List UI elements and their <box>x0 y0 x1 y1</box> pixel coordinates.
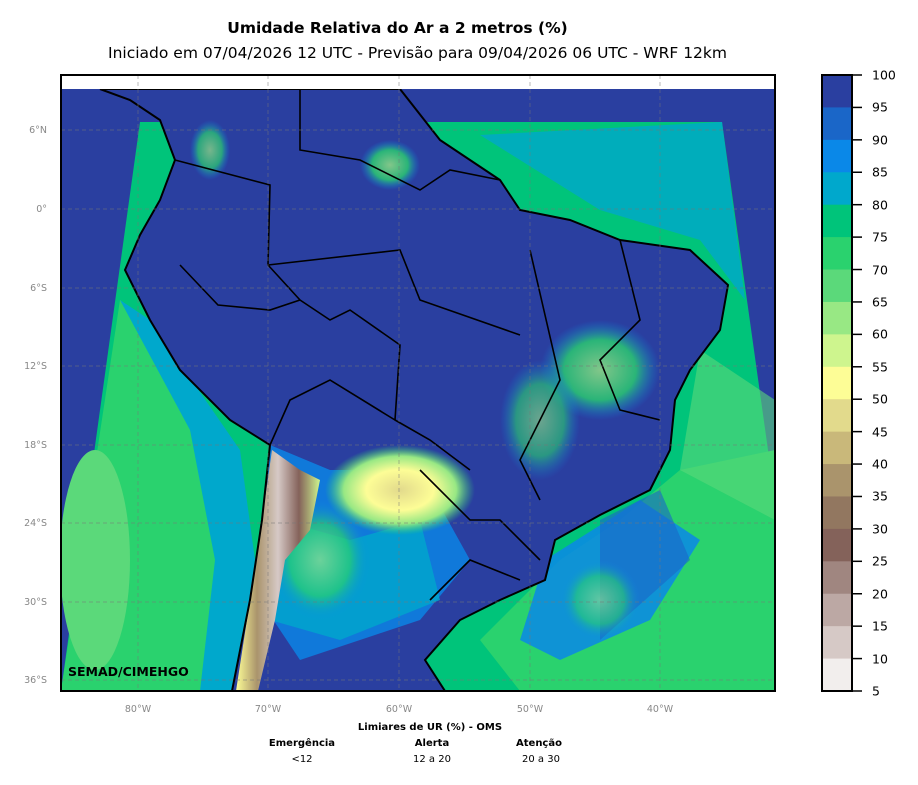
colorbar-tick-label: 90 <box>872 132 888 148</box>
colorbar-segment <box>822 237 852 271</box>
legend-range-alerta: 12 a 20 <box>413 754 451 765</box>
colorbar-segment <box>822 431 852 465</box>
lat-tick-label: 30°S <box>24 597 47 608</box>
colorbar-segment <box>822 75 852 108</box>
map-tick-labels: 6°N 0° 6°S 12°S 18°S 24°S 30°S 36°S 80°W 70°W 60°W… <box>24 125 674 715</box>
colorbar-tick-label: 5 <box>872 683 880 699</box>
lat-tick-label: 36°S <box>24 675 47 686</box>
graticule <box>61 75 775 691</box>
legend-label-alerta: Alerta <box>414 738 450 749</box>
colorbar-segment <box>822 561 852 595</box>
colorbar <box>822 74 862 692</box>
colorbar-segment <box>822 301 852 335</box>
legend-range-emergencia: <12 <box>291 754 313 765</box>
colorbar-frame <box>821 74 853 692</box>
colorbar-tick-label: 55 <box>872 359 888 375</box>
colorbar-tick-label: 30 <box>872 521 888 537</box>
lon-tick-label: 80°W <box>125 704 152 715</box>
lon-tick-label: 70°W <box>255 704 282 715</box>
colorbar-segment <box>822 658 852 692</box>
humidity-patch <box>190 120 230 180</box>
colorbar-segment <box>822 496 852 530</box>
colorbar-segment <box>822 366 852 400</box>
colorbar-segment <box>822 334 852 368</box>
colorbar-tick-label: 15 <box>872 618 888 634</box>
colorbar-tick-label: 85 <box>872 164 888 180</box>
chart-title: Umidade Relativa do Ar a 2 metros (%) <box>227 19 568 37</box>
colorbar-tick-label: 70 <box>872 262 888 278</box>
lat-tick-label: 12°S <box>24 361 47 372</box>
colorbar-segment <box>822 464 852 497</box>
lon-tick-label: 50°W <box>517 704 544 715</box>
legend-range-atencao: 20 a 30 <box>522 754 560 765</box>
colorbar-tick-label: 35 <box>872 488 888 504</box>
legend-label-emergencia: Emergência <box>268 738 336 749</box>
colorbar-segment <box>822 204 852 238</box>
colorbar-segment <box>822 269 852 303</box>
colorbar-tick-label: 75 <box>872 229 888 245</box>
colorbar-segment <box>822 593 852 627</box>
colorbar-tick-label: 10 <box>872 651 888 667</box>
colorbar-segment <box>822 172 852 206</box>
colorbar-tick-label: 20 <box>872 586 888 602</box>
colorbar-tick-label: 95 <box>872 99 888 115</box>
legend-title: Limiares de UR (%) - OMS <box>357 722 503 733</box>
lon-tick-label: 40°W <box>647 704 674 715</box>
colorbar-segment <box>822 107 852 141</box>
chart-subtitle: Iniciado em 07/04/2026 12 UTC - Previsão… <box>108 44 727 62</box>
pacific-coastal-band <box>120 300 255 691</box>
ocean-humidity-band <box>480 122 745 300</box>
legend-label-atencao: Atenção <box>516 738 562 749</box>
colorbar-tick-label: 40 <box>872 456 888 472</box>
colorbar-tick-label: 45 <box>872 424 888 440</box>
colorbar-tick-label: 65 <box>872 294 888 310</box>
lat-tick-label: 24°S <box>24 518 47 529</box>
colorbar-tick-label: 25 <box>872 553 888 569</box>
map-frame <box>60 74 776 692</box>
lat-tick-label: 6°S <box>30 283 47 294</box>
dry-region <box>325 445 475 535</box>
colorbar-tick-label: 100 <box>872 67 896 83</box>
lat-tick-label: 0° <box>36 204 47 215</box>
coastline <box>99 89 730 691</box>
colorbar-segment <box>822 528 852 562</box>
humidity-patch <box>560 560 640 640</box>
colorbar-segment <box>822 399 852 433</box>
lat-tick-label: 18°S <box>24 440 47 451</box>
lat-tick-label: 6°N <box>29 125 47 136</box>
andes-dry-band <box>236 450 320 691</box>
credit-label: SEMAD/CIMEHGO <box>68 664 189 679</box>
colorbar-tick-label: 80 <box>872 197 888 213</box>
colorbar-tick-label: 50 <box>872 391 888 407</box>
colorbar-segment <box>822 626 852 660</box>
pacific-humidity-patch <box>61 450 130 670</box>
colorbar-segment <box>822 139 852 173</box>
humidity-patch <box>360 140 420 190</box>
map-field <box>61 89 775 691</box>
continent-field <box>100 89 728 691</box>
lon-tick-label: 60°W <box>386 704 413 715</box>
country-state-borders <box>174 90 661 601</box>
atlantic-humidity-patch <box>680 350 775 520</box>
colorbar-tick-label: 60 <box>872 326 888 342</box>
